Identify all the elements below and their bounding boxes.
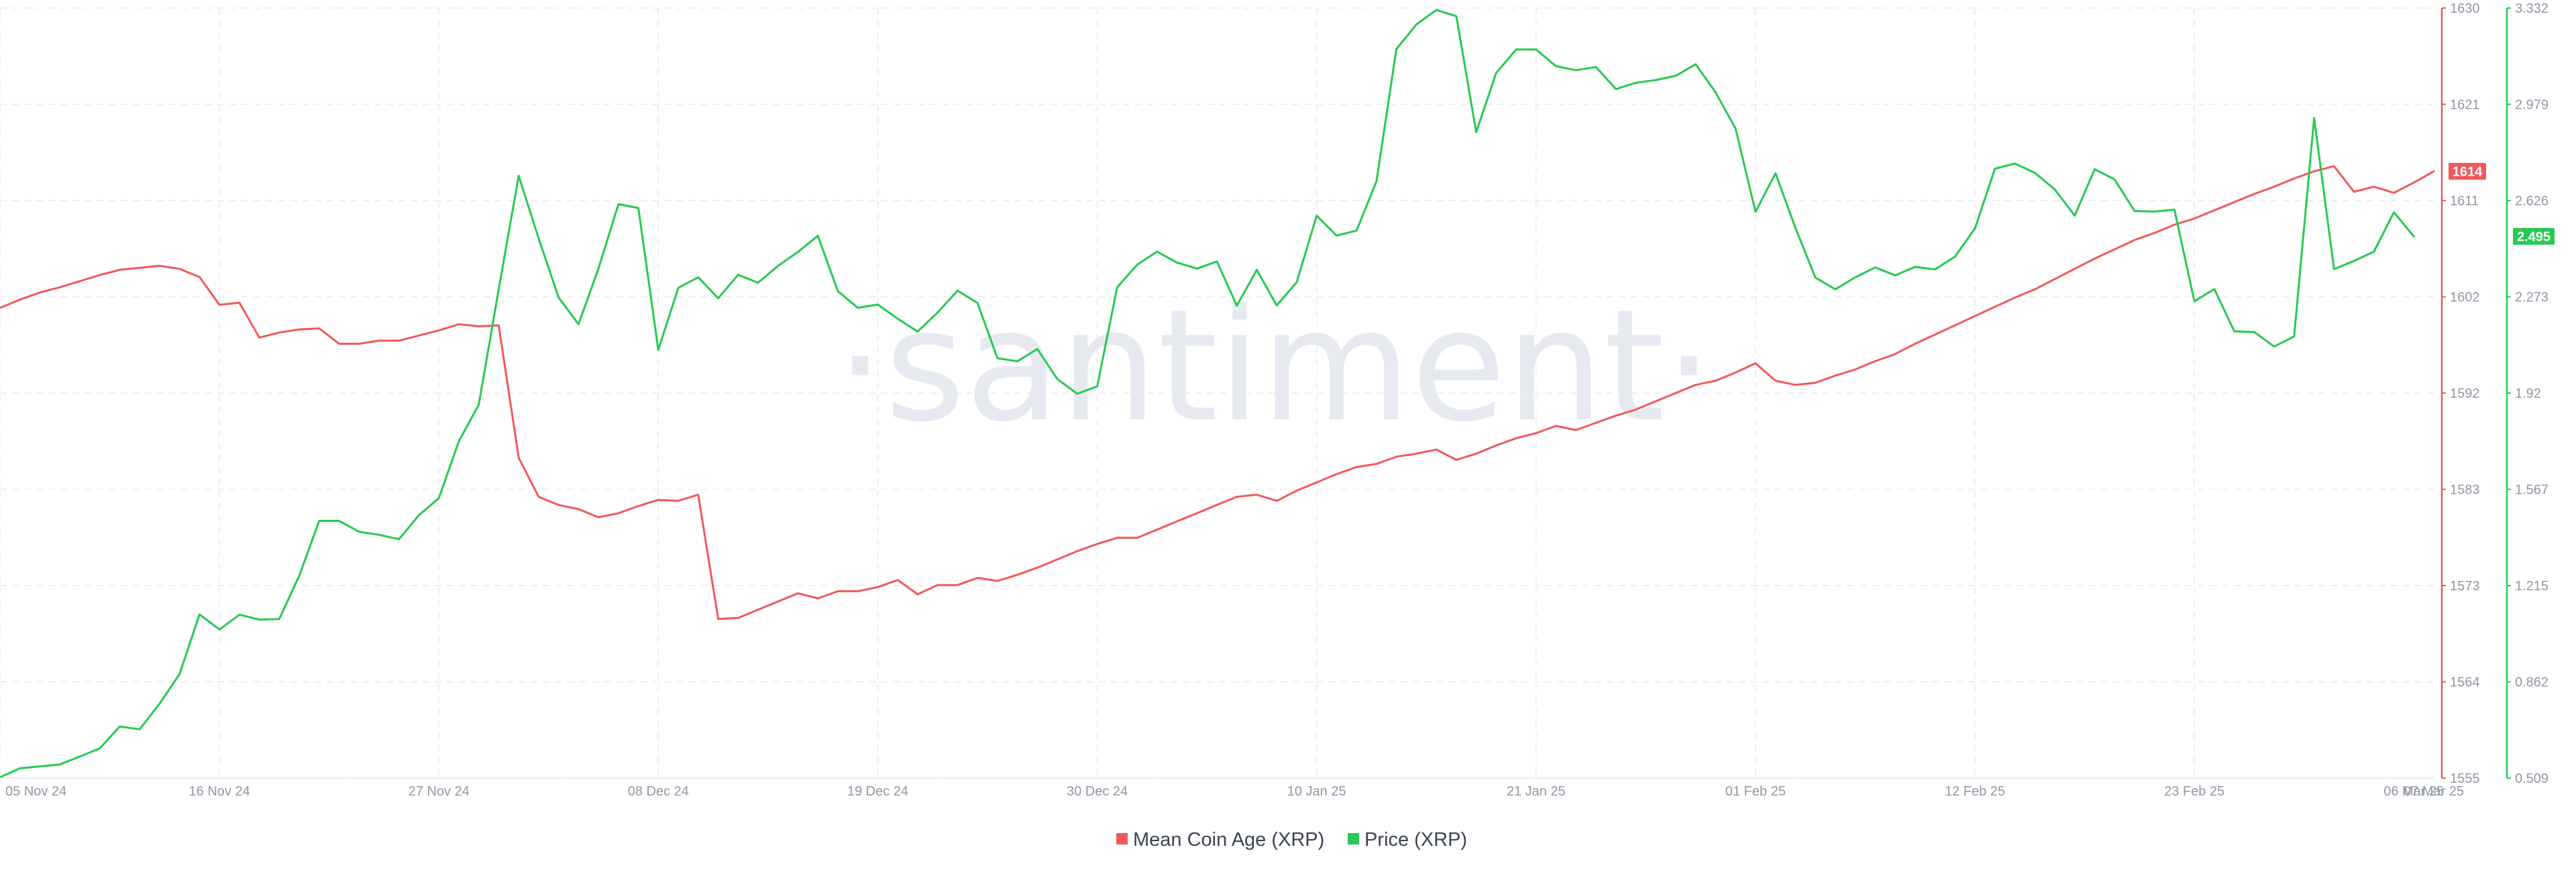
age-axis-tick-label: 1573 (2450, 579, 2480, 594)
x-tick-label: 08 Dec 24 (628, 784, 689, 799)
series-line-price (0, 9, 2415, 779)
price-axis-tick-label: 2.979 (2515, 98, 2548, 113)
badge-price-text: 2.495 (2517, 229, 2551, 244)
x-tick-label: 12 Feb 25 (1945, 784, 2005, 799)
age-axis-tick-label: 1611 (2450, 194, 2479, 209)
x-tick-label: 27 Nov 24 (409, 784, 470, 799)
legend-label-price: Price (XRP) (1364, 829, 1467, 851)
x-tick-label: 07 Mar 25 (2404, 784, 2464, 799)
legend-swatch-price (1348, 833, 1359, 844)
x-tick-label: 01 Feb 25 (1725, 784, 1786, 799)
axis-layer: 05 Nov 24 16 Nov 24 27 Nov 24 08 Dec 24 19 D… (0, 1, 2548, 799)
legend-swatch-mean-coin-age (1116, 833, 1128, 844)
x-tick-label: 05 Nov 24 (5, 784, 66, 799)
x-tick-label: 10 Jan 25 (1287, 784, 1346, 799)
x-tick-label: 06 Mar 25 (2383, 784, 2444, 799)
x-tick-label: 23 Feb 25 (2164, 784, 2224, 799)
x-tick-label: 16 Nov 24 (189, 784, 250, 799)
price-axis-tick-label: 2.626 (2515, 194, 2548, 209)
value-badges: 1614 2.495 (2449, 162, 2555, 245)
age-axis-tick-label: 1564 (2450, 675, 2480, 690)
series-line-mean-coin-age (0, 165, 2435, 620)
price-axis-tick-label: 0.862 (2515, 675, 2548, 690)
badge-price (2513, 227, 2555, 245)
legend-label-mean-coin-age: Mean Coin Age (XRP) (1133, 829, 1324, 851)
age-axis-tick-label: 1583 (2450, 483, 2480, 498)
badge-mean-coin-age (2449, 162, 2486, 180)
badge-mean-coin-age-text: 1614 (2453, 164, 2483, 179)
age-axis-tick-label: 1592 (2450, 386, 2480, 401)
age-axis-tick-label: 1621 (2450, 98, 2480, 113)
legend: Mean Coin Age (XRP) Price (XRP) (1116, 829, 1467, 851)
age-axis-tick-label: 1630 (2450, 1, 2480, 16)
watermark-text: ·santiment· (836, 277, 1713, 456)
price-axis-tick-label: 1.215 (2515, 579, 2548, 594)
age-axis-tick-label: 1602 (2450, 290, 2480, 305)
x-tick-label: 21 Jan 25 (1507, 784, 1566, 799)
series-layer (0, 9, 2435, 779)
x-tick-label: 30 Dec 24 (1067, 784, 1128, 799)
price-axis-tick-label: 3.332 (2515, 1, 2548, 16)
price-axis-tick-label: 1.92 (2515, 386, 2541, 401)
grid-layer (0, 7, 2434, 779)
price-axis-tick-label: 1.567 (2515, 483, 2548, 498)
price-axis-tick-label: 0.509 (2515, 771, 2548, 786)
age-axis-tick-label: 1555 (2450, 771, 2480, 786)
price-axis-tick-label: 2.273 (2515, 290, 2548, 305)
x-tick-label: 19 Dec 24 (847, 784, 908, 799)
